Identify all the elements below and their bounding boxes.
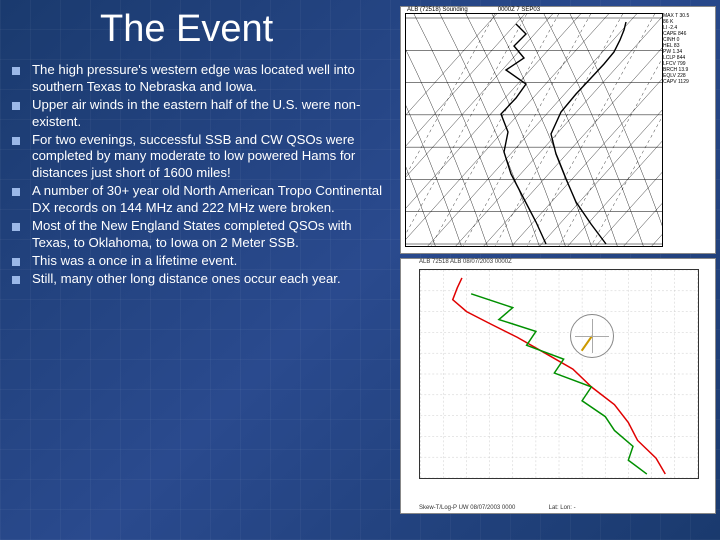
bullet-item: For two evenings, successful SSB and CW …: [12, 132, 390, 183]
bullet-marker-icon: [12, 258, 20, 266]
bullet-marker-icon: [12, 137, 20, 145]
bullet-item: The high pressure's western edge was loc…: [12, 62, 390, 96]
bullet-text: Still, many other long distance ones occ…: [32, 271, 390, 288]
skewt-chart-panel: ALB (72518) Sounding 0000Z 7 SEP03 MAX T…: [400, 6, 716, 254]
bullet-text: Most of the New England States completed…: [32, 218, 390, 252]
sounding-chart-panel: ALB 72518 ALB 08/07/2003 0000Z Skew-T/Lo…: [400, 258, 716, 514]
bullet-item: Most of the New England States completed…: [12, 218, 390, 252]
hodograph-icon: [570, 314, 614, 358]
bullet-item: A number of 30+ year old North American …: [12, 183, 390, 217]
bullet-item: This was a once in a lifetime event.: [12, 253, 390, 270]
slide-title: The Event: [100, 8, 273, 51]
bullet-marker-icon: [12, 188, 20, 196]
skewt-plot-area: [405, 13, 663, 247]
bullet-list-container: The high pressure's western edge was loc…: [12, 62, 390, 289]
sounding-header: ALB 72518 ALB 08/07/2003 0000Z: [419, 259, 512, 265]
sounding-footer: Skew-T/Log-P UW 08/07/2003 0000 Lat: Lon…: [419, 505, 576, 511]
bullet-item: Upper air winds in the eastern half of t…: [12, 97, 390, 131]
bullet-marker-icon: [12, 276, 20, 284]
bullet-text: The high pressure's western edge was loc…: [32, 62, 390, 96]
skewt-side-readout: MAX T 30.586 KLI -2.4CAPE 846CINH 0HEL 8…: [663, 13, 711, 85]
bullet-marker-icon: [12, 67, 20, 75]
sounding-plot-area: [419, 269, 699, 479]
bullet-text: Upper air winds in the eastern half of t…: [32, 97, 390, 131]
skewt-readout-line: CAPV 1129: [663, 79, 711, 85]
bullet-marker-icon: [12, 223, 20, 231]
bullet-item: Still, many other long distance ones occ…: [12, 271, 390, 288]
bullet-list: The high pressure's western edge was loc…: [12, 62, 390, 288]
bullet-marker-icon: [12, 102, 20, 110]
bullet-text: For two evenings, successful SSB and CW …: [32, 132, 390, 183]
bullet-text: This was a once in a lifetime event.: [32, 253, 390, 270]
bullet-text: A number of 30+ year old North American …: [32, 183, 390, 217]
